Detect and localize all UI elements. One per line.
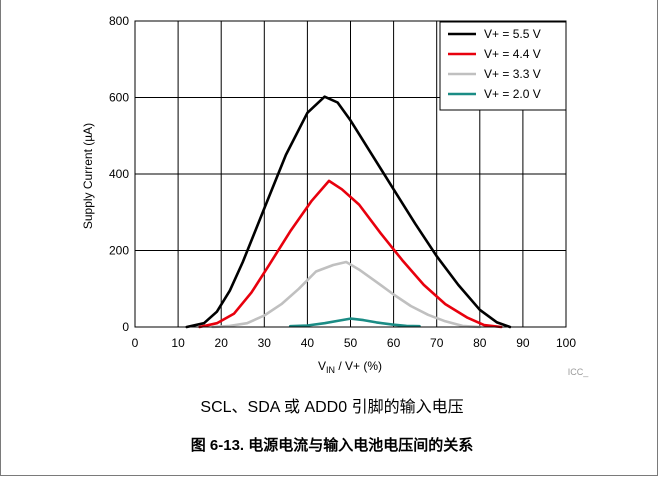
x-axis-label: VIN / V+ (%) bbox=[318, 359, 382, 375]
legend-label-4: V+ = 2.0 V bbox=[484, 87, 541, 101]
legend: V+ = 5.5 V V+ = 4.4 V V+ = 3.3 V V+ = 2.0 V bbox=[439, 21, 567, 111]
series-layer bbox=[185, 95, 512, 329]
tick-labels: 0 10 20 30 40 50 60 70 80 90 100 0 200 400 600 800 bbox=[109, 14, 576, 350]
watermark-text: ICC_ bbox=[568, 367, 589, 377]
x-tick-label-90: 90 bbox=[516, 336, 530, 350]
legend-label-3: V+ = 3.3 V bbox=[484, 67, 541, 81]
x-tick-label-80: 80 bbox=[473, 336, 487, 350]
legend-label-2: V+ = 4.4 V bbox=[484, 47, 541, 61]
y-tick-label-600: 600 bbox=[109, 91, 129, 105]
series-line-1 bbox=[185, 95, 512, 329]
x-tick-label-50: 50 bbox=[344, 336, 358, 350]
series-line-2 bbox=[198, 179, 503, 329]
plot-border bbox=[134, 20, 567, 328]
legend-box bbox=[439, 21, 567, 111]
figure-frame bbox=[0, 0, 658, 476]
x-axis-label-rest: / V+ (%) bbox=[335, 359, 382, 373]
y-tick-label-0: 0 bbox=[122, 320, 129, 334]
x-tick-label-0: 0 bbox=[132, 336, 139, 350]
x-tick-label-100: 100 bbox=[556, 336, 576, 350]
x-tick-label-30: 30 bbox=[258, 336, 272, 350]
x-tick-label-70: 70 bbox=[430, 336, 444, 350]
y-axis-label: Supply Current (µA) bbox=[81, 123, 95, 229]
x-axis-label-main: V bbox=[318, 359, 326, 373]
subcaption: SCL、SDA 或 ADD0 引脚的输入电压 bbox=[200, 399, 464, 416]
x-axis-label-subscript: IN bbox=[326, 365, 335, 375]
series-line-3 bbox=[211, 260, 482, 329]
y-tick-label-800: 800 bbox=[109, 14, 129, 28]
x-tick-label-20: 20 bbox=[215, 336, 229, 350]
series-line-4 bbox=[288, 317, 421, 328]
y-tick-label-200: 200 bbox=[109, 244, 129, 258]
figure-title: 图 6-13. 电源电流与输入电池电压间的关系 bbox=[190, 437, 474, 454]
legend-label-1: V+ = 5.5 V bbox=[484, 27, 541, 41]
y-tick-label-400: 400 bbox=[109, 167, 129, 181]
x-tick-label-60: 60 bbox=[387, 336, 401, 350]
supply-current-chart: 0 10 20 30 40 50 60 70 80 90 100 0 200 400 600 800 Supp… bbox=[81, 14, 589, 377]
x-tick-label-10: 10 bbox=[171, 336, 185, 350]
x-tick-label-40: 40 bbox=[301, 336, 315, 350]
